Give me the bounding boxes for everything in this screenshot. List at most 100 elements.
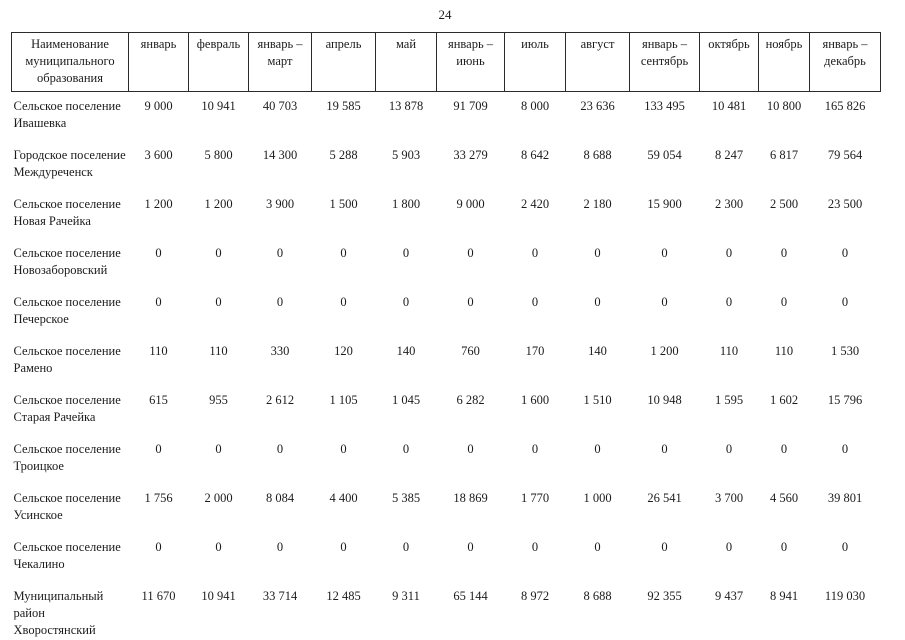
value-cell: 23 636 bbox=[580, 99, 615, 113]
value-cell: 18 869 bbox=[453, 491, 488, 505]
value-cell: 4 400 bbox=[329, 491, 358, 505]
value-cell: 6 282 bbox=[456, 393, 485, 407]
value-cell: 110 bbox=[719, 344, 739, 358]
table-row: Сельское поселение Новозаборовский 0 0 0 0 0 0… bbox=[12, 239, 881, 288]
value-cell: 0 bbox=[402, 442, 410, 456]
value-cell: 2 500 bbox=[769, 197, 799, 211]
value-cell: 1 200 bbox=[204, 197, 233, 211]
value-cell: 0 bbox=[841, 540, 849, 554]
value-cell: 170 bbox=[525, 344, 545, 358]
value-cell: 1 595 bbox=[714, 393, 744, 407]
value-cell: 0 bbox=[661, 295, 668, 309]
value-cell: 14 300 bbox=[262, 148, 298, 162]
row-name-cell: Муниципальный район Хворостянский bbox=[13, 589, 104, 637]
table-row: Сельское поселение Усинское 1 756 2 000 8 0… bbox=[12, 484, 881, 533]
value-cell: 2 420 bbox=[520, 197, 550, 211]
column-header: январь – март bbox=[248, 32, 312, 92]
value-cell: 0 bbox=[402, 295, 410, 309]
value-cell: 0 bbox=[215, 246, 222, 260]
value-cell: 140 bbox=[588, 344, 607, 358]
value-cell: 1 800 bbox=[391, 197, 421, 211]
value-cell: 9 000 bbox=[144, 99, 173, 113]
value-cell: 5 800 bbox=[204, 148, 233, 162]
value-cell: 0 bbox=[531, 246, 539, 260]
table-row: Сельское поселение Печерское 0 0 0 0 0 0 0 0 0 0 0 0 bbox=[12, 288, 881, 337]
column-header: июль bbox=[504, 32, 566, 92]
value-cell: 0 bbox=[155, 540, 162, 554]
row-name-cell: Городское поселение Междуреченск bbox=[13, 148, 126, 179]
value-cell: 133 495 bbox=[644, 99, 685, 113]
row-name-cell: Сельское поселение Новая Рачейка bbox=[13, 197, 121, 228]
value-cell: 0 bbox=[467, 442, 474, 456]
value-cell: 0 bbox=[402, 540, 410, 554]
value-cell: 0 bbox=[841, 442, 849, 456]
value-cell: 0 bbox=[661, 540, 668, 554]
value-cell: 0 bbox=[531, 295, 539, 309]
value-cell: 1 045 bbox=[391, 393, 421, 407]
column-header: ноябрь bbox=[758, 32, 810, 92]
value-cell: 4 560 bbox=[769, 491, 799, 505]
row-name-cell: Сельское поселение Ивашевка bbox=[13, 99, 121, 130]
value-cell: 9 311 bbox=[392, 589, 420, 603]
value-cell: 11 670 bbox=[141, 589, 176, 603]
value-cell: 8 642 bbox=[520, 148, 550, 162]
value-cell: 0 bbox=[155, 246, 162, 260]
value-cell: 140 bbox=[396, 344, 416, 358]
value-cell: 1 530 bbox=[830, 344, 860, 358]
table-row: Сельское поселение Ивашевка 9 000 10 941 40… bbox=[12, 92, 881, 142]
value-cell: 0 bbox=[594, 246, 601, 260]
value-cell: 26 541 bbox=[647, 491, 682, 505]
value-cell: 10 941 bbox=[201, 99, 236, 113]
value-cell: 2 000 bbox=[204, 491, 233, 505]
value-cell: 0 bbox=[841, 295, 849, 309]
value-cell: 65 144 bbox=[453, 589, 488, 603]
value-cell: 0 bbox=[215, 540, 222, 554]
value-cell: 0 bbox=[276, 442, 284, 456]
table-row: Муниципальный район Хворостянский 11 670 1… bbox=[12, 582, 881, 639]
value-cell: 165 826 bbox=[824, 99, 866, 113]
value-cell: 15 796 bbox=[827, 393, 863, 407]
value-cell: 0 bbox=[467, 540, 474, 554]
value-cell: 8 688 bbox=[583, 589, 612, 603]
value-cell: 8 941 bbox=[769, 589, 799, 603]
value-cell: 0 bbox=[661, 442, 668, 456]
value-cell: 0 bbox=[594, 442, 601, 456]
value-cell: 0 bbox=[780, 246, 788, 260]
row-name-cell: Сельское поселение Печерское bbox=[13, 295, 121, 326]
value-cell: 1 602 bbox=[769, 393, 799, 407]
value-cell: 615 bbox=[149, 393, 168, 407]
row-name-cell: Сельское поселение Чекалино bbox=[13, 540, 121, 571]
value-cell: 0 bbox=[780, 442, 788, 456]
value-cell: 9 000 bbox=[456, 197, 485, 211]
value-cell: 0 bbox=[276, 295, 284, 309]
column-header: октябрь bbox=[699, 32, 759, 92]
value-cell: 5 903 bbox=[391, 148, 421, 162]
value-cell: 8 972 bbox=[520, 589, 550, 603]
value-cell: 2 300 bbox=[714, 197, 744, 211]
column-header: январь – июнь bbox=[436, 32, 505, 92]
value-cell: 3 900 bbox=[265, 197, 295, 211]
value-cell: 0 bbox=[725, 295, 733, 309]
value-cell: 1 770 bbox=[520, 491, 550, 505]
table-row: Сельское поселение Троицкое 0 0 0 0 0 0 0 0 0 0 0 0 bbox=[12, 435, 881, 484]
column-header: май bbox=[375, 32, 437, 92]
value-cell: 0 bbox=[276, 540, 284, 554]
value-cell: 1 510 bbox=[583, 393, 612, 407]
table-header-row: Наименование муниципального образования я… bbox=[11, 32, 881, 92]
value-cell: 0 bbox=[531, 442, 539, 456]
value-cell: 0 bbox=[402, 246, 410, 260]
table-row: Сельское поселение Рамено 110 110 330 120 140… bbox=[12, 337, 881, 386]
table-row: Сельское поселение Новая Рачейка 1 200 1 2… bbox=[12, 190, 881, 239]
value-cell: 0 bbox=[780, 295, 788, 309]
value-cell: 955 bbox=[209, 393, 228, 407]
value-cell: 1 105 bbox=[329, 393, 358, 407]
value-cell: 40 703 bbox=[262, 99, 298, 113]
row-name-cell: Сельское поселение Новозаборовский bbox=[13, 246, 121, 277]
value-cell: 0 bbox=[531, 540, 539, 554]
value-cell: 0 bbox=[155, 442, 162, 456]
value-cell: 33 714 bbox=[262, 589, 298, 603]
value-cell: 3 600 bbox=[144, 148, 173, 162]
value-cell: 0 bbox=[215, 295, 222, 309]
value-cell: 110 bbox=[209, 344, 228, 358]
